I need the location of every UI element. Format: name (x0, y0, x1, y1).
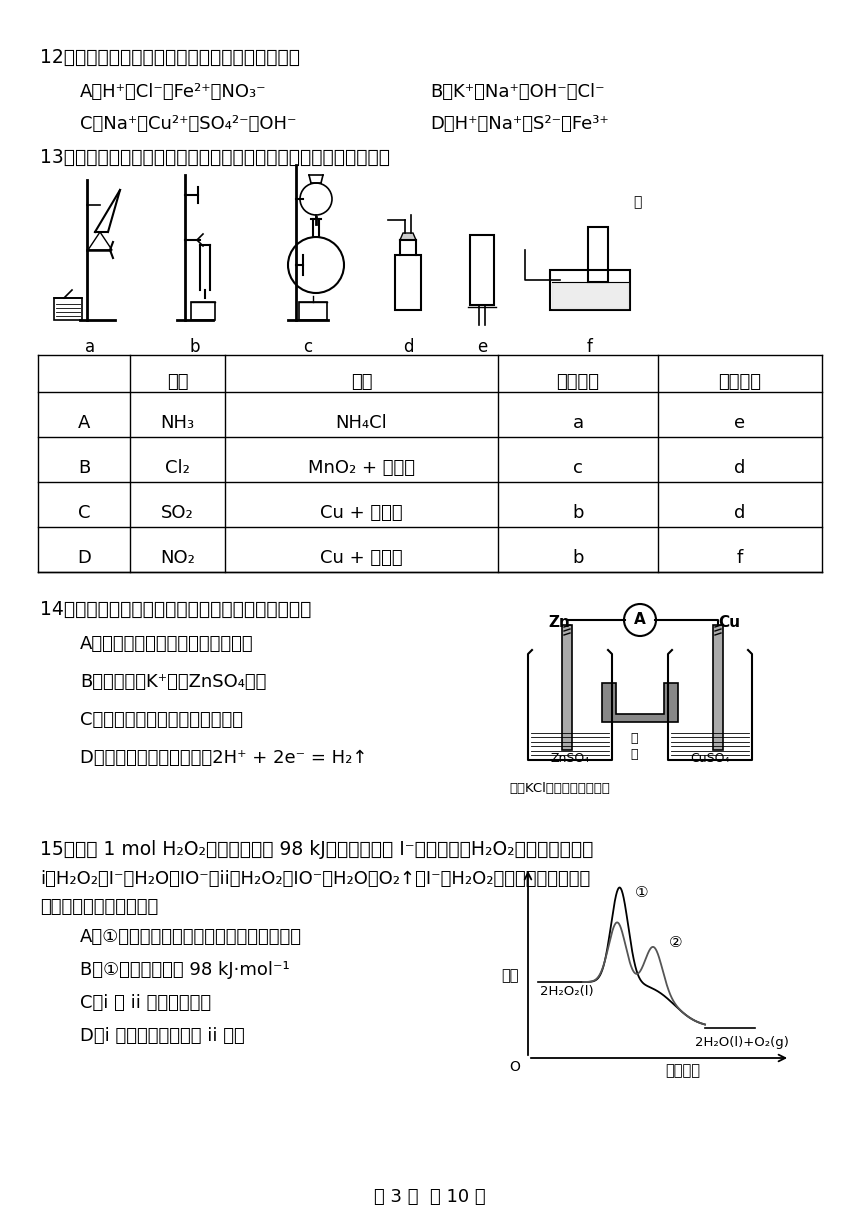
Text: b: b (190, 337, 200, 356)
Bar (395, 255, 421, 310)
Text: D．正极上的电极反应为：2H⁺ + 2e⁻ = H₂↑: D．正极上的电极反应为：2H⁺ + 2e⁻ = H₂↑ (80, 749, 367, 767)
Text: A．①表示加催化剂后反应过程中的能量变化: A．①表示加催化剂后反应过程中的能量变化 (80, 927, 302, 946)
Text: d: d (402, 337, 414, 356)
Text: SO₂: SO₂ (161, 504, 194, 522)
Text: 2H₂O(l)+O₂(g): 2H₂O(l)+O₂(g) (695, 1036, 789, 1049)
Bar (713, 625, 723, 750)
Text: d: d (734, 459, 746, 477)
Text: 如图。下列说法正确的是: 如图。下列说法正确的是 (40, 898, 158, 917)
Text: 14．锌铜原电池装置如右图所示，下列说法正确的是: 14．锌铜原电池装置如右图所示，下列说法正确的是 (40, 600, 311, 619)
Text: e: e (477, 337, 487, 356)
Text: （含KCl饱和溶液的琼胶）: （含KCl饱和溶液的琼胶） (510, 782, 611, 795)
Polygon shape (400, 233, 416, 240)
Text: CuSO₄: CuSO₄ (691, 751, 730, 765)
Text: NO₂: NO₂ (160, 549, 195, 567)
Text: C．i 和 ii 均为放热反应: C．i 和 ii 均为放热反应 (80, 994, 211, 1012)
Text: C: C (77, 504, 90, 522)
Text: D: D (77, 549, 91, 567)
Text: a: a (573, 414, 584, 432)
Text: 12．下列各组离子中，在水溶液中能大量共存的是: 12．下列各组离子中，在水溶液中能大量共存的是 (40, 49, 300, 67)
Text: 2H₂O₂(l): 2H₂O₂(l) (540, 985, 593, 998)
Text: 第 3 页  共 10 页: 第 3 页 共 10 页 (374, 1189, 486, 1206)
Text: i．H₂O₂＋I⁻＝H₂O＋IO⁻，ii．H₂O₂＋IO⁻＝H₂O＋O₂↑＋I⁻。H₂O₂分解过程中能量变化: i．H₂O₂＋I⁻＝H₂O＋IO⁻，ii．H₂O₂＋IO⁻＝H₂O＋O₂↑＋I⁻… (40, 870, 590, 887)
Text: b: b (572, 504, 584, 522)
Text: 盐
桥: 盐 桥 (630, 732, 638, 760)
Text: Cu + 浓硫酸: Cu + 浓硫酸 (320, 504, 402, 522)
Bar (54, 297, 82, 320)
Text: A: A (77, 414, 90, 432)
Text: b: b (572, 549, 584, 567)
Text: c: c (573, 459, 583, 477)
Text: C．电子从锌片经电流表流向铜片: C．电子从锌片经电流表流向铜片 (80, 711, 243, 728)
Text: B．盐桥中的K⁺移向ZnSO₄溶液: B．盐桥中的K⁺移向ZnSO₄溶液 (80, 673, 267, 691)
Text: ①: ① (635, 885, 648, 900)
Text: e: e (734, 414, 746, 432)
Text: f: f (587, 337, 593, 356)
Text: f: f (737, 549, 743, 567)
Text: 反应过程: 反应过程 (666, 1063, 701, 1078)
Text: Cu + 浓硝酸: Cu + 浓硝酸 (320, 549, 402, 567)
Text: 15．已知 1 mol H₂O₂分解放出热量 98 kJ。在含有少量 I⁻的溶液中，H₂O₂分解的机理是：: 15．已知 1 mol H₂O₂分解放出热量 98 kJ。在含有少量 I⁻的溶液… (40, 840, 593, 860)
Text: 试剂: 试剂 (351, 373, 372, 391)
Text: NH₃: NH₃ (161, 414, 194, 432)
Text: 能量: 能量 (501, 968, 519, 983)
Polygon shape (602, 683, 678, 721)
Text: B．①的活化能等于 98 kJ·mol⁻¹: B．①的活化能等于 98 kJ·mol⁻¹ (80, 961, 290, 978)
Bar (550, 270, 630, 310)
Bar (191, 302, 215, 320)
Text: a: a (85, 337, 95, 356)
Text: D．H⁺、Na⁺、S²⁻、Fe³⁺: D．H⁺、Na⁺、S²⁻、Fe³⁺ (430, 115, 609, 134)
Text: A: A (634, 613, 646, 628)
Text: C．Na⁺、Cu²⁺、SO₄²⁻、OH⁻: C．Na⁺、Cu²⁺、SO₄²⁻、OH⁻ (80, 115, 297, 134)
Text: NH₄Cl: NH₄Cl (335, 414, 387, 432)
Text: 收集方法: 收集方法 (718, 373, 761, 391)
Bar (299, 302, 327, 320)
Text: B: B (78, 459, 90, 477)
Text: O: O (509, 1060, 520, 1074)
Text: 13．实验室制备下列气体所选试剂、制备装置及收集方法均正确的是: 13．实验室制备下列气体所选试剂、制备装置及收集方法均正确的是 (40, 148, 390, 168)
Text: B．K⁺、Na⁺、OH⁻、Cl⁻: B．K⁺、Na⁺、OH⁻、Cl⁻ (430, 83, 605, 101)
Text: 制备装置: 制备装置 (556, 373, 599, 391)
Text: ZnSO₄: ZnSO₄ (550, 751, 590, 765)
Text: 气体: 气体 (167, 373, 188, 391)
Text: Zn: Zn (548, 615, 570, 630)
Text: Cl₂: Cl₂ (165, 459, 190, 477)
Text: 水: 水 (633, 195, 642, 209)
Text: D．i 的化学反应速率比 ii 的小: D．i 的化学反应速率比 ii 的小 (80, 1027, 245, 1045)
Text: ②: ② (668, 935, 682, 949)
Text: MnO₂ + 浓盐酸: MnO₂ + 浓盐酸 (308, 459, 415, 477)
Bar (588, 227, 608, 282)
Text: d: d (734, 504, 746, 522)
Text: c: c (304, 337, 312, 356)
Bar (562, 625, 572, 750)
Text: A．锌既是电极材料，也是离子导体: A．锌既是电极材料，也是离子导体 (80, 635, 254, 653)
Text: A．H⁺、Cl⁻、Fe²⁺、NO₃⁻: A．H⁺、Cl⁻、Fe²⁺、NO₃⁻ (80, 83, 267, 101)
Text: Cu: Cu (718, 615, 740, 630)
Bar (470, 236, 494, 305)
